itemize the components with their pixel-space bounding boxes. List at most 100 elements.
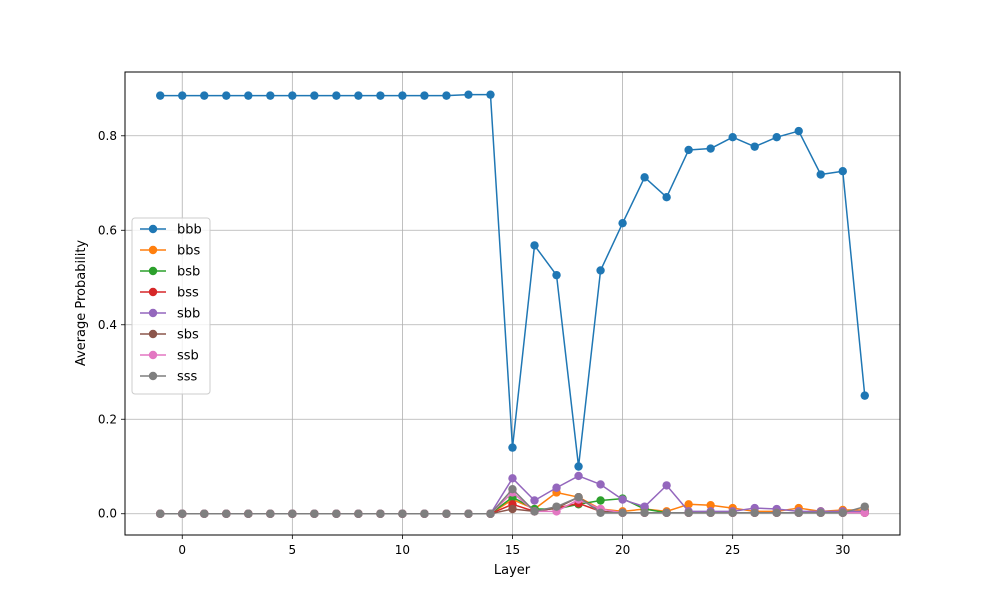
data-point-sbb (618, 495, 627, 504)
data-point-sss (310, 509, 319, 518)
data-point-sss (728, 508, 737, 517)
data-point-bbb (266, 91, 275, 100)
data-point-sss (354, 509, 363, 518)
legend-marker (148, 287, 158, 297)
data-point-sss (750, 508, 759, 517)
legend-label: sbb (177, 307, 200, 322)
data-point-sss (816, 508, 825, 517)
legend-marker (148, 350, 158, 360)
data-point-sss (486, 509, 495, 518)
data-point-bbb (178, 91, 187, 100)
data-point-sss (838, 508, 847, 517)
data-point-bbb (662, 193, 671, 202)
data-point-sss (288, 509, 297, 518)
legend-label: bss (177, 286, 199, 301)
data-point-bbb (156, 91, 165, 100)
data-point-bbb (530, 241, 539, 250)
data-point-bbb (332, 91, 341, 100)
legend-item-bbb: bbb (140, 223, 202, 238)
data-point-bbb (618, 218, 627, 228)
legend-item-bsb: bsb (140, 265, 200, 280)
data-point-sss (772, 508, 781, 517)
data-point-sss (442, 509, 451, 518)
x-tick-label: 5 (289, 543, 297, 557)
data-point-bbb (838, 167, 847, 176)
legend-item-sss: sss (140, 370, 198, 385)
data-point-bsb (596, 496, 605, 505)
data-point-sbb (662, 481, 671, 490)
data-point-bbb (244, 91, 253, 100)
y-tick-label: 0.6 (98, 223, 117, 237)
data-point-bbb (288, 91, 297, 100)
data-point-bbb (464, 90, 473, 99)
data-point-sss (552, 502, 561, 511)
data-point-sss (464, 509, 473, 518)
data-point-bbb (750, 142, 759, 151)
data-point-sss (640, 508, 649, 517)
series-bbb (156, 90, 869, 471)
data-point-sss (244, 509, 253, 518)
data-point-bbb (420, 91, 429, 100)
data-point-sbb (508, 474, 517, 483)
data-point-bbb (794, 126, 803, 136)
y-axis-label: Average Probability (74, 240, 89, 367)
data-point-ssb (860, 508, 869, 517)
y-tick-label: 0.8 (98, 129, 117, 143)
data-point-sss (178, 509, 187, 518)
legend-label: ssb (177, 349, 199, 364)
series-layer (156, 90, 869, 518)
legend-label: bbb (177, 223, 202, 238)
legend-marker (148, 245, 158, 255)
legend-label: bsb (177, 265, 200, 280)
data-point-sss (222, 509, 231, 518)
data-point-bbb (772, 133, 781, 142)
data-point-bbb (200, 91, 209, 100)
data-point-sss (376, 509, 385, 518)
data-point-bbb (354, 91, 363, 100)
data-point-bbb (728, 133, 737, 142)
x-tick-label: 15 (505, 543, 520, 557)
axis-ticks: 0 5 10 15 20 25 30 0.0 0.2 0.4 0.6 0.8 (98, 129, 850, 557)
legend-marker (148, 308, 158, 318)
data-point-bbb (486, 90, 495, 99)
legend-box (131, 217, 211, 395)
x-tick-label: 30 (835, 543, 850, 557)
x-tick-label: 25 (725, 543, 740, 557)
data-point-sbb (530, 496, 539, 505)
data-point-sss (596, 508, 605, 517)
data-point-sss (200, 509, 209, 518)
data-point-sbb (640, 502, 649, 511)
data-point-sss (398, 509, 407, 518)
data-point-sss (706, 508, 715, 517)
data-point-sbb (552, 483, 561, 492)
legend-label: sbs (177, 328, 199, 343)
data-point-sss (860, 502, 869, 511)
legend-marker (148, 266, 158, 276)
data-point-sbs (508, 504, 517, 514)
legend-item-sbb: sbb (140, 307, 200, 322)
data-point-bbb (442, 91, 451, 100)
data-point-sss (156, 509, 165, 518)
legend: bbb bbs bsb bss sbb sbs ssb sss (131, 217, 211, 395)
series-sss (156, 484, 869, 518)
data-point-sss (332, 509, 341, 518)
legend-item-sbs: sbs (140, 328, 199, 343)
y-tick-label: 0.0 (98, 507, 117, 521)
data-point-bbb (706, 144, 715, 153)
x-tick-label: 20 (615, 543, 630, 557)
data-point-sss (530, 507, 539, 516)
data-point-bbb (596, 266, 605, 275)
data-point-sss (618, 508, 627, 517)
legend-marker (148, 224, 158, 234)
data-point-bbs (684, 500, 693, 509)
data-point-bbb (310, 91, 319, 100)
data-point-sss (794, 508, 803, 517)
data-point-sbb (596, 480, 605, 489)
data-point-bbb (222, 91, 231, 100)
x-tick-label: 10 (395, 543, 410, 557)
y-tick-label: 0.2 (98, 412, 117, 426)
data-point-sbb (574, 471, 583, 481)
data-point-bbb (552, 270, 561, 280)
legend-label: bbs (177, 244, 201, 259)
data-point-bbb (684, 145, 693, 155)
